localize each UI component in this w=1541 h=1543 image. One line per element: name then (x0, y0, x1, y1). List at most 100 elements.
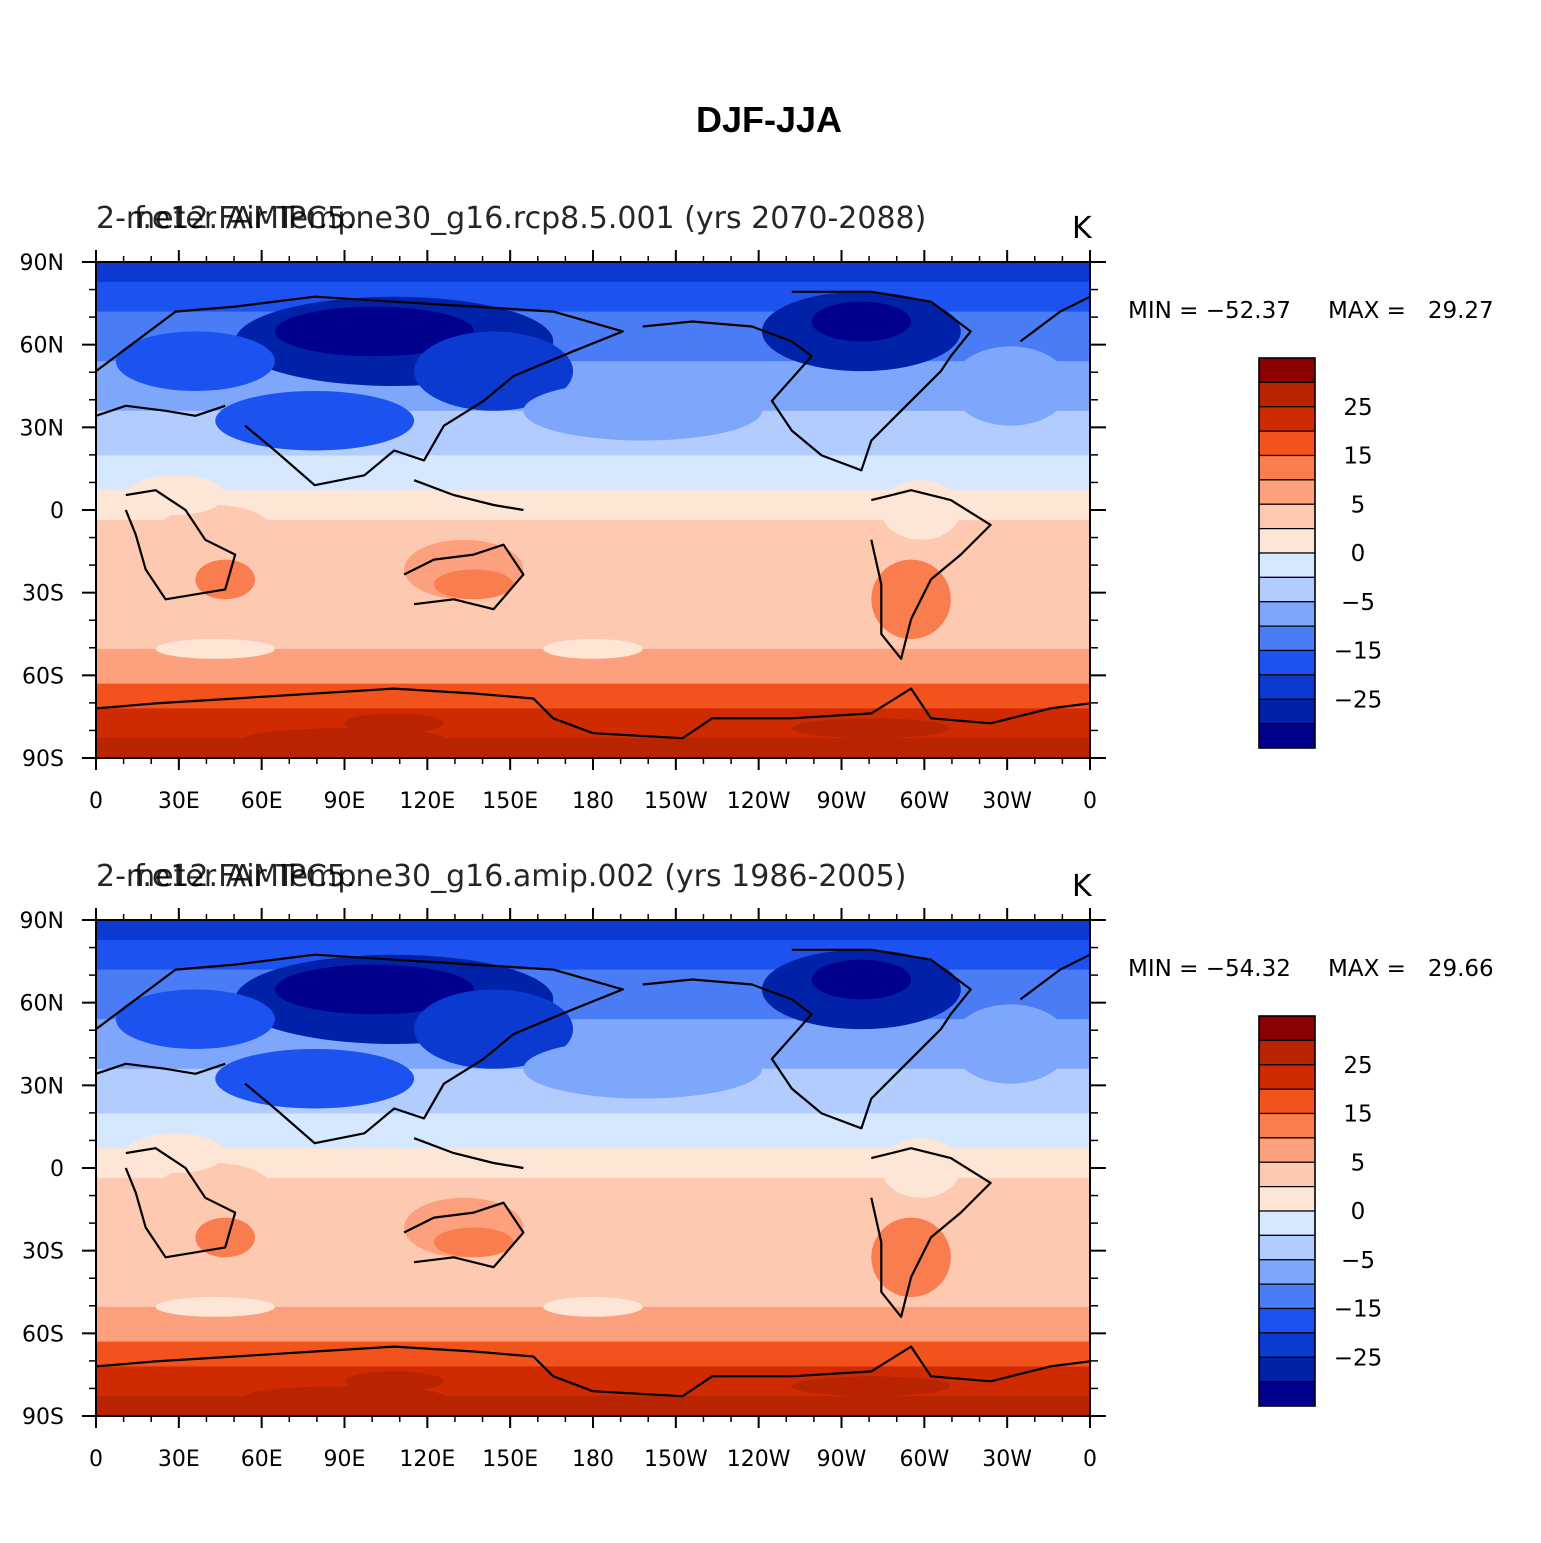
coastline (96, 295, 624, 487)
units-label: K (1072, 211, 1093, 246)
colorbar-swatch (1258, 576, 1316, 603)
max-label: MAX = 29.27 (1328, 298, 1494, 324)
coastline (96, 1062, 226, 1075)
contour-field (96, 920, 1090, 1416)
contour-region (414, 331, 574, 411)
colorbar-label: −15 (1334, 1297, 1383, 1323)
y-tick-label: 60S (22, 1322, 64, 1347)
figure-title: DJF-JJA (696, 99, 842, 140)
contour-region (125, 475, 226, 515)
x-tick-label: 150E (482, 789, 538, 814)
coastline (96, 1345, 1090, 1398)
coastline (642, 948, 972, 1130)
contour-region (433, 569, 514, 600)
contour-region (543, 638, 643, 659)
contour-region (881, 1138, 961, 1198)
contour-region (115, 331, 275, 391)
colorbar-swatch (1258, 406, 1316, 432)
panel-title: f.e12.FAMIPC5.ne30_g16.rcp8.5.001 (yrs 2… (134, 201, 926, 236)
colorbar-swatch (1258, 1356, 1316, 1383)
x-tick-label: 180 (572, 789, 614, 814)
colorbar-swatch (1258, 1161, 1316, 1188)
x-tick-label: 60E (241, 1447, 283, 1472)
x-tick-label: 0 (1083, 1447, 1097, 1472)
contour-region (195, 559, 256, 600)
contour-region (791, 718, 951, 739)
units-label: K (1072, 869, 1093, 904)
colorbar-label: −25 (1334, 1345, 1383, 1371)
colorbar-frame (1258, 357, 1316, 749)
colorbar-label: 15 (1343, 444, 1372, 470)
contour-region (155, 1296, 275, 1317)
contour-region (155, 505, 275, 565)
y-tick-label: 90N (20, 909, 64, 934)
coastline (413, 1137, 524, 1170)
contour-band (96, 683, 1090, 710)
colorbar-swatch (1258, 1088, 1316, 1115)
x-tick-label: 180 (572, 1447, 614, 1472)
x-tick-label: 90W (817, 1447, 867, 1472)
colorbar-label: −5 (1341, 1248, 1375, 1274)
contour-region (433, 1227, 514, 1258)
variable-title: 2-meter Air Temp (96, 859, 356, 894)
x-tick-label: 0 (89, 1447, 103, 1472)
coastline (124, 489, 237, 601)
contour-region (245, 1386, 444, 1407)
coastline (1019, 295, 1090, 343)
colorbar: 25 15 5 0 −5 −15 −25 (1258, 357, 1383, 749)
contour-region (344, 1371, 444, 1392)
coastline (403, 1201, 525, 1269)
contour-region (195, 1217, 256, 1258)
colorbar-swatch (1258, 503, 1316, 530)
contour-region (215, 390, 415, 451)
colorbar-label: −5 (1341, 590, 1375, 616)
colorbar-swatch (1258, 479, 1316, 505)
x-tick-label: 90E (324, 1447, 366, 1472)
contour-region (155, 638, 275, 659)
contour-region (881, 480, 961, 540)
colorbar-swatch (1258, 357, 1316, 383)
y-tick-label: 90S (22, 1405, 64, 1430)
variable-title: 2-meter Air Temp (96, 201, 356, 236)
colorbar-swatch (1258, 1307, 1316, 1334)
colorbar-label: 0 (1351, 1199, 1366, 1225)
contour-band (96, 1396, 1090, 1416)
colorbar-swatch (1258, 381, 1316, 408)
contour-region (543, 1296, 643, 1317)
colorbar-swatch (1258, 698, 1316, 725)
contour-band (96, 920, 1090, 941)
contour-region (274, 964, 474, 1015)
x-tick-label: 60W (899, 789, 949, 814)
colorbar-label: −25 (1334, 687, 1383, 713)
y-tick-label: 60N (20, 992, 64, 1017)
contour-region (245, 728, 444, 749)
colorbar-swatch (1258, 1137, 1316, 1163)
contour-region (414, 989, 574, 1069)
coastline (870, 489, 992, 660)
contour-region (950, 346, 1071, 426)
coastline (413, 479, 524, 512)
y-tick-label: 30N (20, 416, 64, 441)
coastline (96, 687, 1090, 740)
colorbar-label: −15 (1334, 639, 1383, 665)
min-label: MIN = −54.32 (1128, 956, 1291, 982)
colorbar-swatch (1258, 454, 1316, 481)
contour-region (791, 1376, 951, 1397)
coastline (96, 404, 226, 417)
contour-region (215, 1048, 415, 1109)
colorbar-swatch (1258, 1064, 1316, 1090)
colorbar-label: 15 (1343, 1102, 1372, 1128)
contour-band (96, 262, 1090, 283)
contour-region (155, 1163, 275, 1223)
x-tick-label: 30E (158, 1447, 200, 1472)
colorbar-frame (1258, 1015, 1316, 1407)
contour-region (523, 1039, 762, 1099)
colorbar-swatch (1258, 1015, 1316, 1041)
contour-region (811, 959, 912, 1000)
colorbar-swatch (1258, 1234, 1316, 1261)
colorbar-label: 5 (1351, 1150, 1366, 1176)
colorbar-swatch (1258, 625, 1316, 652)
contour-region (274, 306, 474, 357)
y-tick-label: 60S (22, 664, 64, 689)
y-tick-label: 60N (20, 334, 64, 359)
